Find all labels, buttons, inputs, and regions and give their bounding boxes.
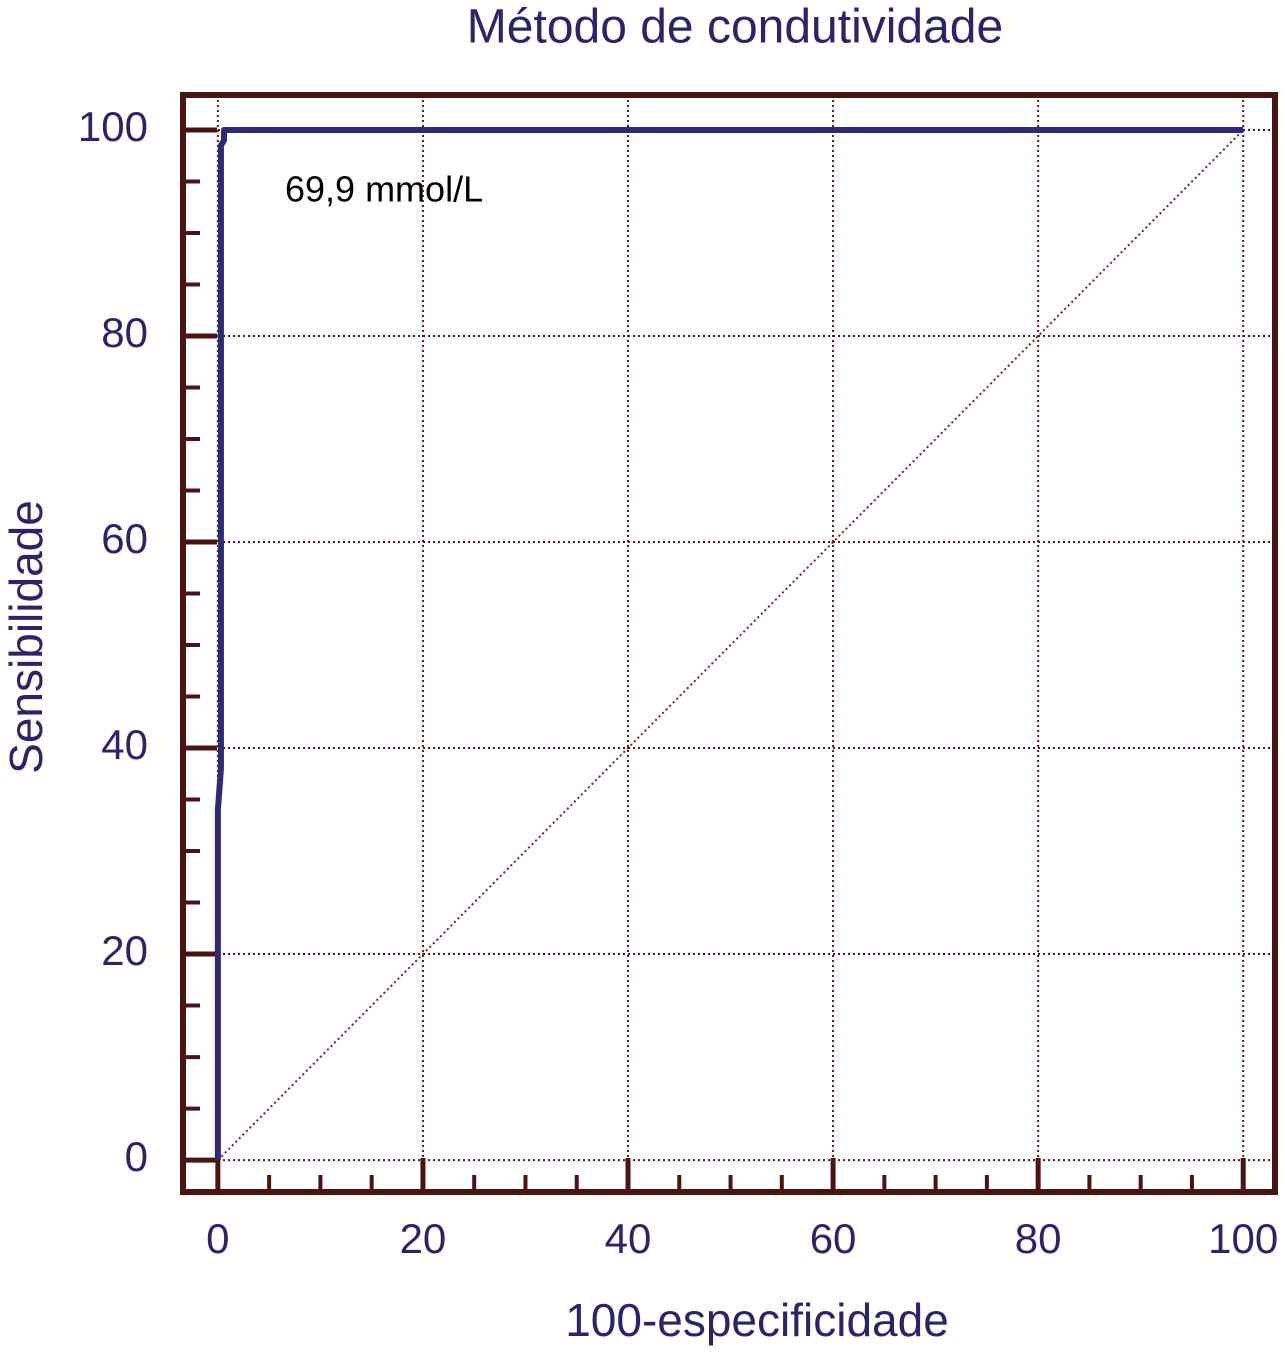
y-axis-label: Sensibilidade [0, 500, 52, 774]
x-tick-label: 80 [1015, 1215, 1062, 1262]
reference-line [217, 129, 1244, 1161]
y-tick-label: 0 [125, 1133, 148, 1180]
y-tick-label: 60 [101, 515, 148, 562]
x-tick-label: 100 [1208, 1215, 1278, 1262]
x-tick-label: 20 [400, 1215, 447, 1262]
y-tick-label: 80 [101, 309, 148, 356]
y-tick-label: 40 [101, 721, 148, 768]
roc-curve [214, 127, 1244, 1161]
x-tick-label: 60 [810, 1215, 857, 1262]
x-tick-label: 40 [605, 1215, 652, 1262]
x-axis-label: 100-especificidade [565, 1294, 949, 1346]
annotation: 69,9 mmol/L [285, 169, 483, 210]
x-tick-label: 0 [206, 1215, 229, 1262]
y-tick-label: 20 [101, 927, 148, 974]
plot-frame [180, 92, 1278, 1195]
chart-title: Método de condutividade [467, 1, 1003, 54]
y-tick-label: 100 [78, 103, 148, 150]
